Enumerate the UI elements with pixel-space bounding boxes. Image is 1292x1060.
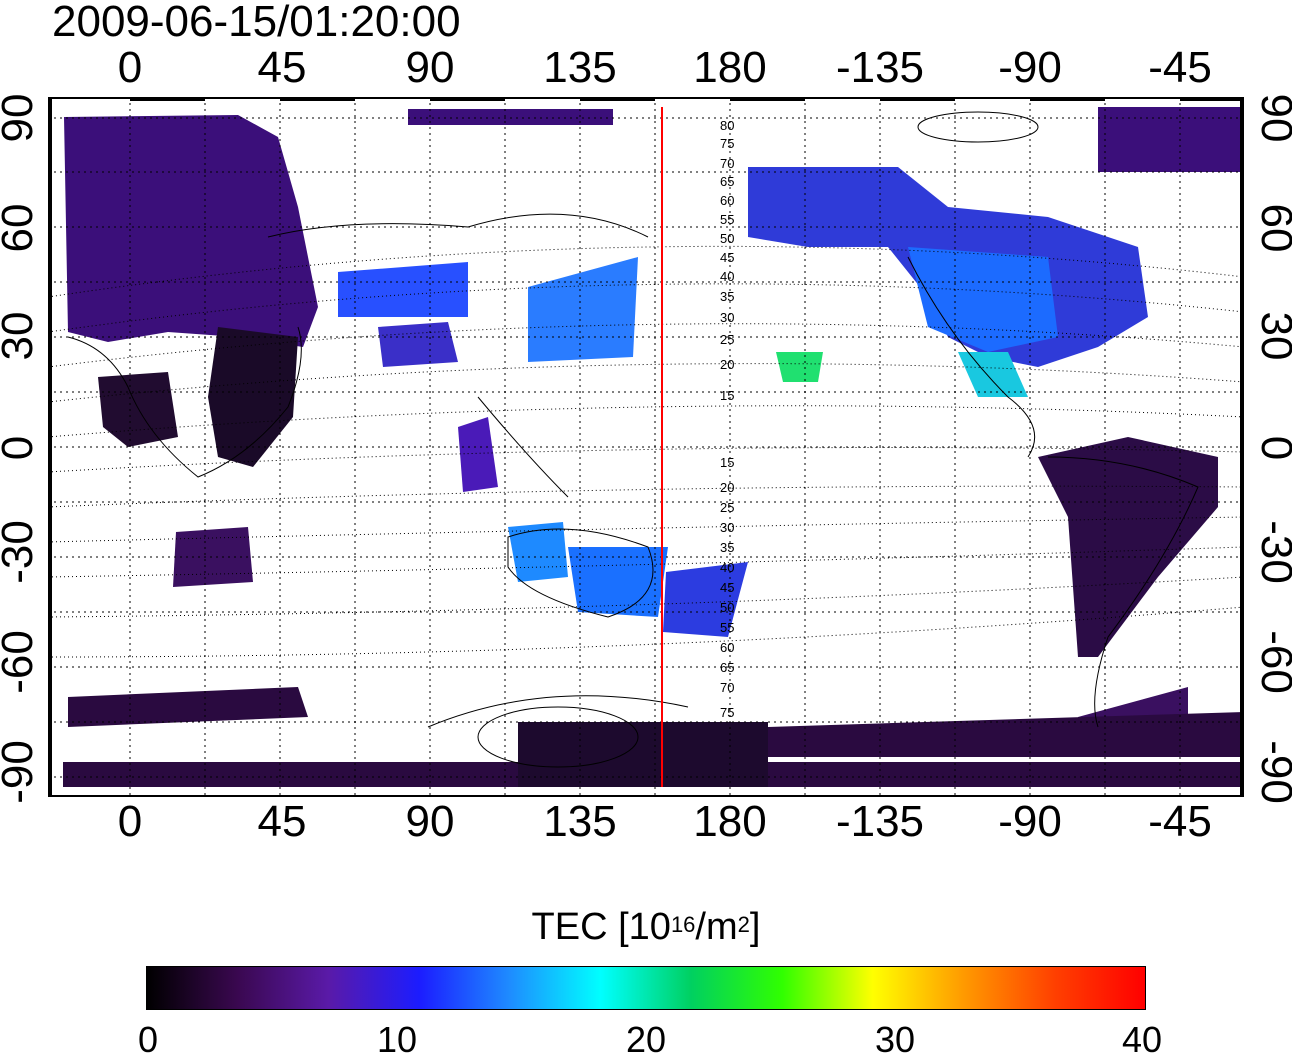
contour-label: 65 [720, 174, 734, 189]
border-ticks [48, 97, 1244, 797]
colorbar-tick: 20 [625, 1019, 667, 1060]
left-lat-label: 0 [0, 436, 42, 460]
contour-label: 50 [720, 600, 734, 615]
left-lat-label: -30 [0, 520, 42, 584]
top-lon-label: -90 [998, 43, 1062, 92]
contour-label: 70 [720, 156, 734, 171]
right-lat-label: 90 [1252, 93, 1292, 143]
contour-label: 60 [720, 640, 734, 655]
bottom-lon-label: 90 [405, 797, 455, 846]
colorbar-tick: 40 [1121, 1019, 1163, 1060]
left-lat-label: 60 [0, 203, 42, 253]
contour-label: 45 [720, 250, 734, 265]
contour-label: 40 [720, 560, 734, 575]
contour-label: 80 [720, 118, 734, 133]
right-lat-label: -60 [1252, 630, 1292, 694]
map-timestamp: 2009-06-15/01:20:00 [52, 0, 461, 46]
tec-colorbar [146, 966, 1146, 1010]
bottom-lon-label: -90 [998, 797, 1062, 846]
left-lat-label: 30 [0, 311, 42, 361]
contour-label: 55 [720, 620, 734, 635]
top-lon-label: -45 [1148, 43, 1212, 92]
contour-label: 15 [720, 388, 734, 403]
tec-data-patches [63, 107, 1244, 787]
colorbar-tick: 30 [874, 1019, 916, 1060]
contour-labels: 80 75 70 65 60 55 50 45 40 35 30 25 20 1… [720, 118, 734, 720]
top-lon-label: 180 [693, 43, 767, 92]
bottom-lon-label: 45 [257, 797, 307, 846]
contour-label: 35 [720, 540, 734, 555]
contour-label: 30 [720, 310, 734, 325]
colorbar-tick: 0 [137, 1019, 159, 1060]
contour-label: 45 [720, 580, 734, 595]
right-lat-label: 0 [1252, 436, 1292, 460]
contour-label: 40 [720, 269, 734, 284]
colorbar-title: TEC [1016/m2] [531, 906, 761, 948]
bottom-lon-label: 180 [693, 797, 767, 846]
bottom-lon-label: 0 [117, 797, 143, 846]
contour-label: 20 [720, 480, 734, 495]
contour-label: 30 [720, 520, 734, 535]
bottom-lon-label: 135 [543, 797, 617, 846]
right-lat-label: -90 [1252, 740, 1292, 804]
bottom-lon-label: -45 [1148, 797, 1212, 846]
contour-label: 35 [720, 289, 734, 304]
contour-label: 25 [720, 500, 734, 515]
contour-label: 15 [720, 455, 734, 470]
left-lat-label: 90 [0, 93, 42, 143]
contour-label: 55 [720, 212, 734, 227]
contour-label: 65 [720, 660, 734, 675]
right-lat-label: 60 [1252, 203, 1292, 253]
coastlines [67, 111, 1199, 768]
contour-label: 75 [720, 705, 734, 720]
contour-label: 75 [720, 136, 734, 151]
contour-label: 50 [720, 231, 734, 246]
top-lon-label: 135 [543, 43, 617, 92]
contour-label: 20 [720, 357, 734, 372]
right-lat-label: 30 [1252, 311, 1292, 361]
top-lon-label: -135 [835, 43, 925, 92]
contour-label: 70 [720, 680, 734, 695]
top-lon-label: 45 [257, 43, 307, 92]
contour-label: 60 [720, 193, 734, 208]
contour-label: 25 [720, 332, 734, 347]
top-lon-label: 90 [405, 43, 455, 92]
graticule [48, 97, 1244, 797]
colorbar-tick: 10 [376, 1019, 418, 1060]
left-lat-label: -90 [0, 740, 42, 804]
magnetic-latitude-contours [48, 245, 1244, 658]
left-lat-label: -60 [0, 630, 42, 694]
bottom-lon-label: -135 [835, 797, 925, 846]
top-lon-label: 0 [117, 43, 143, 92]
tec-map: 80 75 70 65 60 55 50 45 40 35 30 25 20 1… [48, 97, 1244, 797]
right-lat-label: -30 [1252, 520, 1292, 584]
